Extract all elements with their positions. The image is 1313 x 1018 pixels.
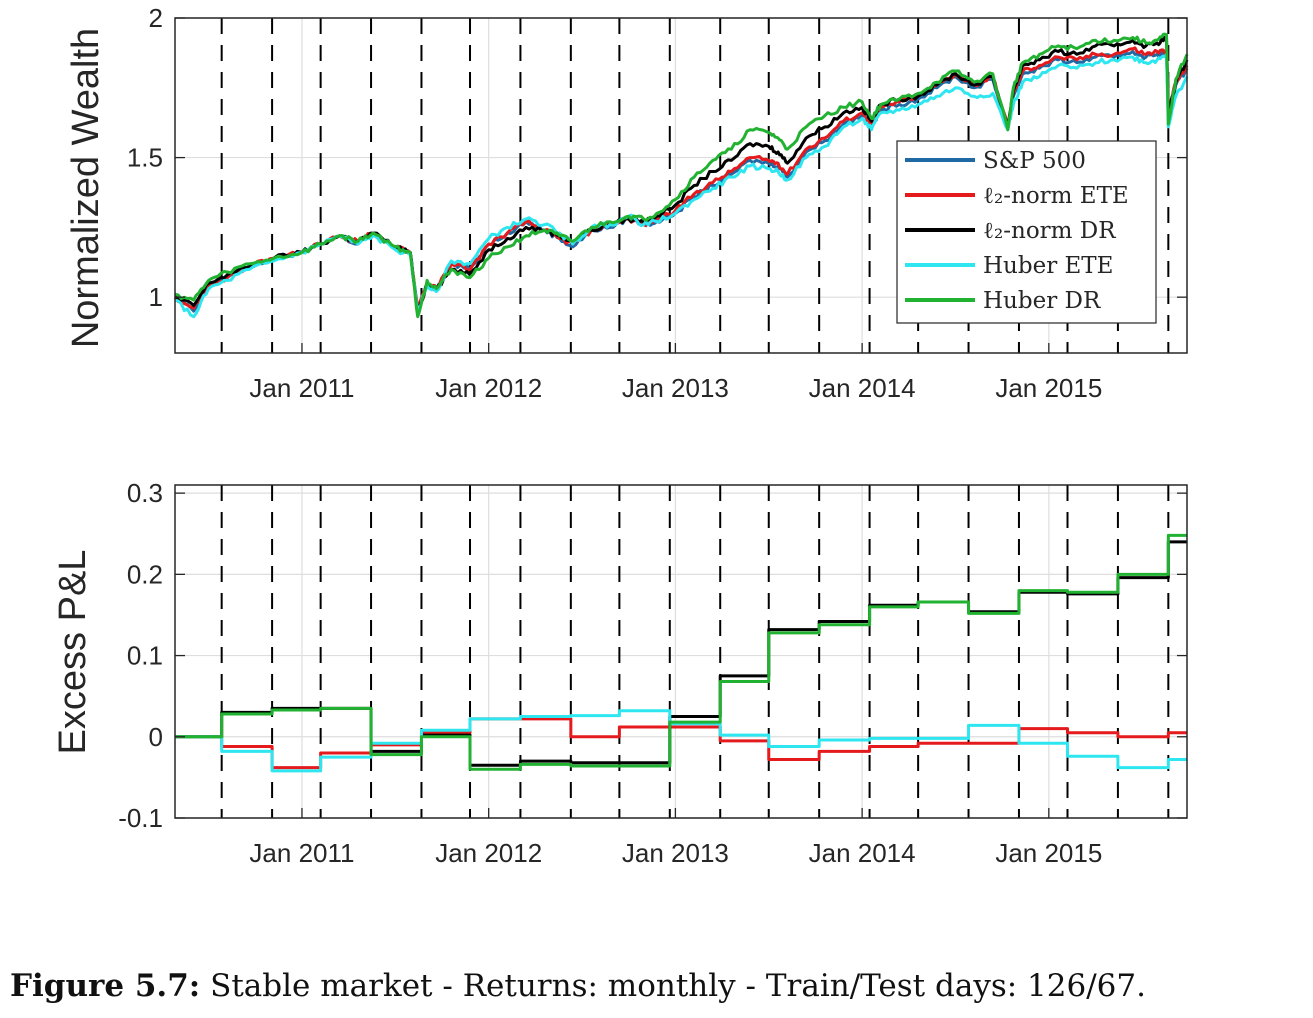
y-axis-label: Excess P&L [52, 550, 94, 755]
y-tick-label: 0 [149, 722, 163, 752]
y-tick-label: -0.1 [118, 803, 163, 833]
caption-text: Stable market - Returns: monthly - Train… [210, 968, 1146, 1004]
y-tick-label: 0.2 [127, 559, 163, 589]
legend-label-sp500: S&P 500 [983, 148, 1086, 174]
series-huber_ete [175, 709, 1187, 773]
x-tick-label: Jan 2012 [435, 373, 542, 403]
x-tick-label: Jan 2011 [249, 373, 354, 403]
legend-label-l2_ete: ℓ₂-norm ETE [983, 183, 1129, 209]
wealth-chart: Jan 2011 Jan 2012 Jan 2013 Jan 2014 Jan 2015… [65, 3, 1189, 403]
x-tick-label: Jan 2012 [435, 838, 542, 868]
y-axis-label: Normalized Wealth [65, 28, 107, 348]
y-tick-label: 0.1 [127, 641, 163, 671]
x-tick-label: Jan 2011 [249, 838, 354, 868]
caption-label: Figure 5.7: [10, 968, 201, 1004]
plot-frame [174, 484, 1188, 819]
series-lines [175, 533, 1187, 773]
figure-caption: Figure 5.7: Stable market - Returns: mon… [10, 968, 1310, 1004]
series-huber_dr [174, 32, 1189, 319]
x-tick-label: Jan 2014 [809, 838, 916, 868]
series-l2_dr [175, 540, 1187, 767]
legend: S&P 500 ℓ₂-norm ETE ℓ₂-norm DR Huber ETE Hub… [896, 140, 1157, 324]
tick-labels: Jan 2011 Jan 2012 Jan 2013 Jan 2014 Jan 2015… [118, 478, 1187, 868]
x-tick-label: Jan 2015 [995, 373, 1102, 403]
legend-label-huber_dr: Huber DR [983, 288, 1101, 314]
grid [175, 485, 1187, 819]
series-lines [173, 32, 1189, 319]
x-tick-label: Jan 2015 [995, 838, 1102, 868]
excess-pnl-chart: Jan 2011 Jan 2012 Jan 2013 Jan 2014 Jan 2015… [52, 478, 1188, 868]
y-tick-label: 1 [149, 282, 163, 312]
y-tick-label: 1.5 [127, 143, 163, 173]
x-tick-label: Jan 2013 [622, 838, 729, 868]
legend-label-huber_ete: Huber ETE [983, 253, 1113, 279]
x-tick-label: Jan 2013 [622, 373, 729, 403]
plot-frame [174, 17, 1188, 354]
y-tick-label: 2 [149, 3, 163, 33]
tick-labels: Jan 2011 Jan 2012 Jan 2013 Jan 2014 Jan 2015… [127, 3, 1187, 403]
x-tick-label: Jan 2014 [809, 373, 916, 403]
legend-label-l2_dr: ℓ₂-norm DR [983, 218, 1116, 244]
series-huber_dr [175, 533, 1187, 771]
rebalance-lines [220, 485, 1170, 818]
y-tick-label: 0.3 [127, 478, 163, 508]
